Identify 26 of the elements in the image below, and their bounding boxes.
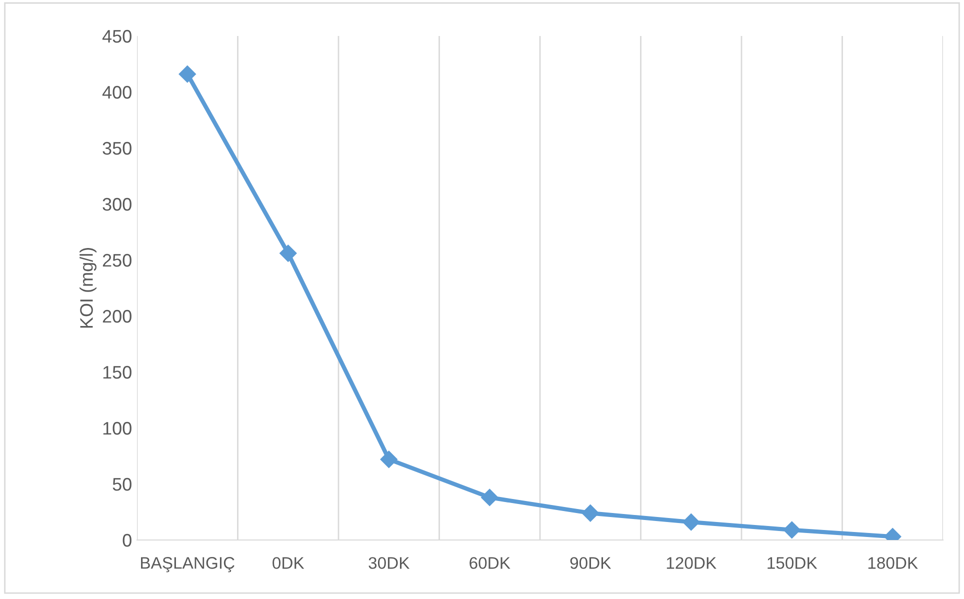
y-tick-label: 250 xyxy=(102,254,132,267)
x-tick-label: 30DK xyxy=(368,557,410,569)
x-tick-label: 90DK xyxy=(570,557,612,569)
y-tick-label: 50 xyxy=(112,478,132,491)
x-tick-label: 0DK xyxy=(272,557,304,569)
y-axis-title: KOI (mg/l) xyxy=(80,248,96,328)
point xyxy=(682,514,700,531)
x-tick-label: 120DK xyxy=(666,557,716,569)
y-tick-label: 300 xyxy=(102,198,132,211)
x-tick-label: BAŞLANGIÇ xyxy=(141,557,234,572)
y-tick-label: 450 xyxy=(102,30,132,43)
point xyxy=(178,66,196,83)
y-tick-label: 400 xyxy=(102,86,132,99)
point xyxy=(481,488,498,506)
point xyxy=(582,504,599,522)
y-tick-label: 0 xyxy=(122,534,132,547)
x-tick-label: 60DK xyxy=(470,557,510,569)
y-tick-label: 150 xyxy=(103,366,132,379)
x-tick-label: 180DK xyxy=(868,557,918,569)
point xyxy=(280,244,297,262)
y-tick-label: 100 xyxy=(103,422,132,435)
y-tick-label: 350 xyxy=(102,142,132,155)
point xyxy=(380,450,398,468)
y-tick-label: 200 xyxy=(102,310,132,323)
x-tick-label: 150DK xyxy=(768,557,818,569)
point xyxy=(783,521,800,538)
